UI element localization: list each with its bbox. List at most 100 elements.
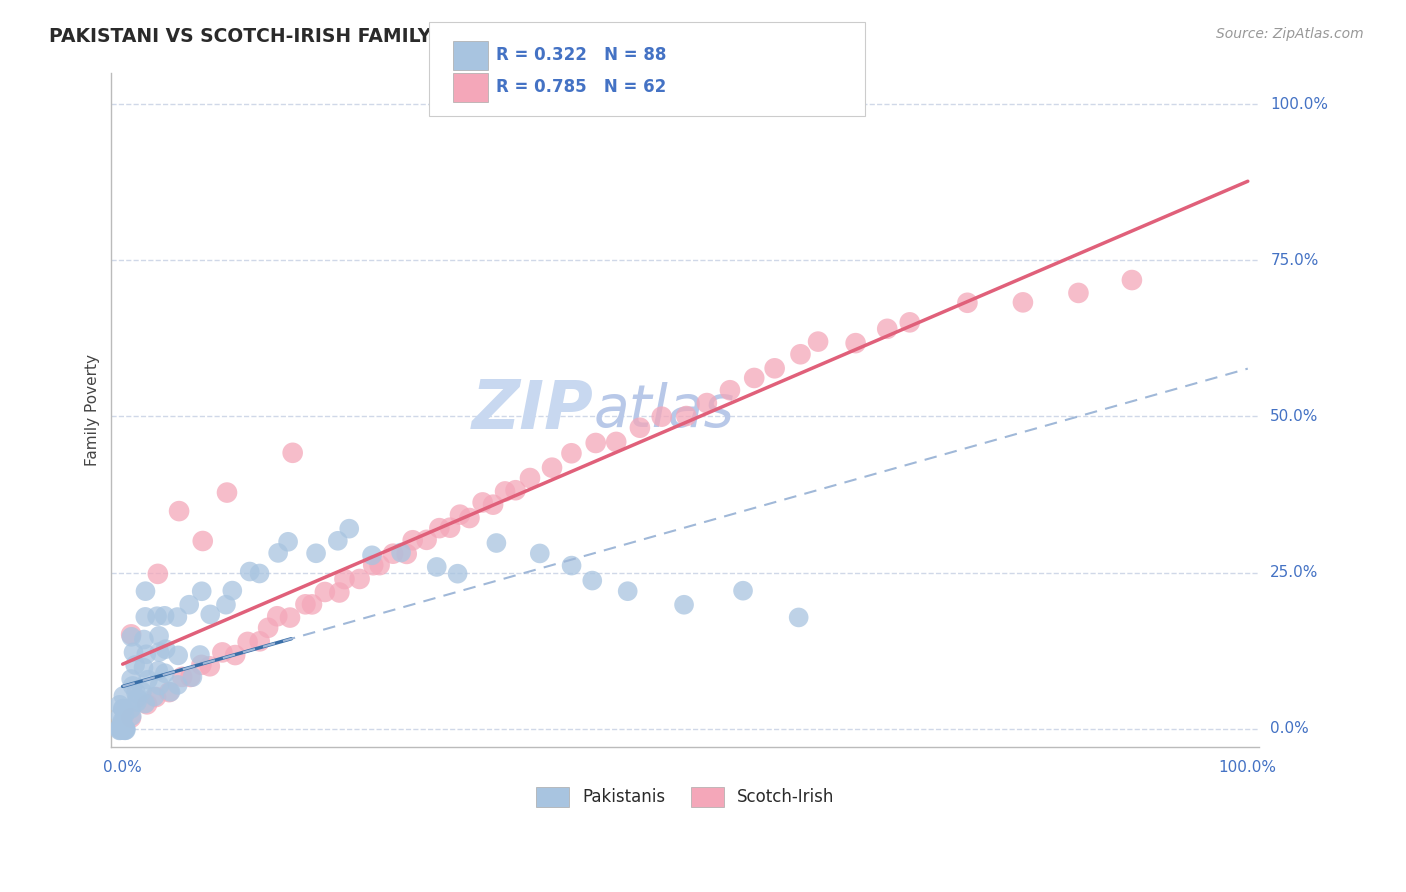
Point — [112, 721, 135, 735]
Point — [267, 546, 290, 560]
Point — [132, 632, 155, 647]
Point — [898, 315, 921, 329]
Point — [114, 722, 136, 736]
Point — [108, 698, 131, 712]
Point — [143, 690, 166, 704]
Point — [190, 657, 212, 672]
Point — [112, 689, 135, 703]
Text: 75.0%: 75.0% — [1270, 252, 1319, 268]
Point — [121, 679, 143, 693]
Point — [485, 536, 508, 550]
Point — [845, 336, 868, 351]
Y-axis label: Family Poverty: Family Poverty — [86, 354, 100, 467]
Point — [125, 691, 148, 706]
Point — [120, 672, 142, 686]
Point — [561, 558, 583, 573]
Point — [121, 709, 143, 723]
Point — [122, 645, 145, 659]
Point — [112, 702, 135, 716]
Point — [249, 634, 271, 648]
Point — [110, 721, 132, 735]
Point — [426, 560, 449, 574]
Point — [446, 566, 468, 581]
Point — [281, 446, 304, 460]
Point — [301, 598, 323, 612]
Text: 0.0%: 0.0% — [1270, 721, 1309, 736]
Point — [112, 722, 135, 736]
Text: 0.0%: 0.0% — [103, 760, 142, 775]
Point — [221, 583, 243, 598]
Point — [159, 685, 181, 699]
Point — [191, 534, 214, 549]
Point — [132, 660, 155, 674]
Point — [239, 565, 262, 579]
Point — [131, 684, 153, 698]
Point — [876, 322, 898, 336]
Point — [120, 627, 142, 641]
Point — [429, 521, 451, 535]
Point — [125, 695, 148, 709]
Text: 100.0%: 100.0% — [1270, 96, 1329, 112]
Point — [190, 584, 212, 599]
Text: 25.0%: 25.0% — [1270, 565, 1319, 580]
Point — [215, 485, 238, 500]
Point — [482, 498, 505, 512]
Point — [136, 698, 159, 712]
Point — [628, 421, 651, 435]
Point — [111, 714, 134, 728]
Point — [560, 446, 582, 460]
Point — [198, 659, 221, 673]
Text: 50.0%: 50.0% — [1270, 409, 1319, 424]
Point — [134, 697, 156, 711]
Point — [112, 722, 135, 736]
Point — [111, 701, 134, 715]
Point — [763, 361, 786, 376]
Point — [110, 722, 132, 736]
Point — [157, 685, 180, 699]
Point — [167, 648, 190, 663]
Point — [337, 522, 360, 536]
Point — [145, 690, 167, 704]
Point — [110, 720, 132, 734]
Point — [134, 584, 156, 599]
Point — [112, 723, 135, 737]
Point — [211, 645, 233, 659]
Point — [1067, 285, 1090, 300]
Point — [278, 610, 301, 624]
Point — [368, 558, 391, 573]
Legend: Pakistanis, Scotch-Irish: Pakistanis, Scotch-Irish — [529, 780, 841, 814]
Text: 100.0%: 100.0% — [1219, 760, 1277, 775]
Point — [149, 678, 172, 692]
Point — [124, 657, 146, 672]
Text: atlas: atlas — [593, 382, 734, 439]
Point — [153, 666, 176, 681]
Point — [136, 673, 159, 687]
Point — [651, 409, 673, 424]
Point — [135, 648, 157, 662]
Point — [111, 716, 134, 731]
Point — [148, 664, 170, 678]
Point — [153, 608, 176, 623]
Point — [179, 670, 201, 684]
Text: R = 0.785   N = 62: R = 0.785 N = 62 — [496, 78, 666, 96]
Point — [505, 483, 527, 498]
Point — [120, 630, 142, 644]
Point — [349, 572, 371, 586]
Point — [605, 434, 627, 449]
Point — [181, 670, 204, 684]
Point — [200, 607, 222, 622]
Point — [1121, 273, 1143, 287]
Point — [742, 371, 765, 385]
Point — [120, 702, 142, 716]
Point — [449, 508, 471, 522]
Point — [110, 721, 132, 735]
Point — [389, 545, 412, 559]
Point — [415, 533, 437, 547]
Point — [110, 721, 132, 735]
Point — [585, 436, 607, 450]
Point — [696, 396, 718, 410]
Point — [111, 723, 134, 737]
Point — [110, 723, 132, 737]
Point — [333, 572, 356, 586]
Point — [120, 711, 142, 725]
